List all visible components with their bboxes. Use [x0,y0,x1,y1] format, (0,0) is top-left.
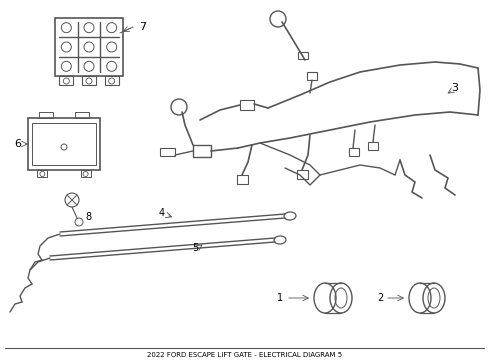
Bar [104,76,119,85]
Bar [81,170,90,177]
Bar [28,118,100,170]
Text: 2022 FORD ESCAPE LIFT GATE - ELECTRICAL DIAGRAM 5: 2022 FORD ESCAPE LIFT GATE - ELECTRICAL … [147,352,342,358]
Bar [55,18,123,76]
Bar [39,112,53,118]
Bar [32,123,96,165]
Text: 6: 6 [15,139,21,149]
Bar [37,170,47,177]
Bar [348,148,358,156]
Bar [306,72,316,80]
Bar [193,145,210,157]
Text: 2: 2 [376,293,382,303]
Bar [296,170,307,179]
Bar [237,175,247,184]
Text: 1: 1 [276,293,283,303]
Bar [59,76,73,85]
Text: 4: 4 [159,208,165,218]
Bar [82,76,96,85]
Bar [75,112,89,118]
Bar [367,142,377,150]
Text: 5: 5 [191,243,198,253]
Bar [297,52,307,59]
Text: 7: 7 [139,22,146,32]
Bar [160,148,175,156]
Text: 8: 8 [85,212,91,222]
Text: 3: 3 [450,83,458,93]
Bar [240,100,253,110]
